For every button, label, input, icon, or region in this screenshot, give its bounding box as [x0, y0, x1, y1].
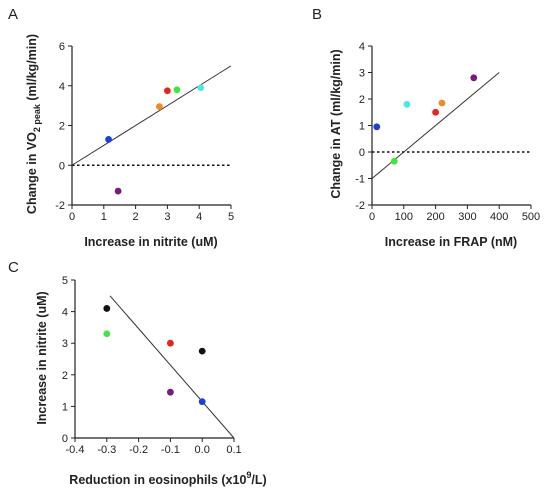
plot-area-c: -0.4 -0.3 -0.2 -0.1 0.0 0.1 0 1 2 3 4 5 — [62, 275, 242, 456]
data-point-b — [470, 74, 478, 82]
x-tick-label-a: 2 — [133, 211, 139, 223]
y-tick-label-a: 0 — [59, 160, 65, 172]
x-tick-label-a: 5 — [228, 211, 234, 223]
data-point-a — [164, 87, 171, 95]
x-tick-label-a: 1 — [101, 211, 107, 223]
panel-b: B 0 100 200 300 400 500 -2 -1 0 1 2 3 4 Increase in … — [312, 6, 540, 249]
regression-line-b — [371, 72, 500, 179]
x-tick-label-c: -0.3 — [97, 444, 116, 456]
y-tick-label-c: 1 — [62, 401, 68, 413]
x-tick-label-a: 0 — [69, 211, 75, 223]
regression-line-a — [71, 65, 232, 166]
x-tick-label-c: -0.4 — [66, 444, 85, 456]
panel-label-a: A — [8, 6, 18, 23]
y-tick-label-a: 2 — [59, 121, 65, 133]
data-point-c — [167, 388, 174, 396]
x-tick-label-b: 500 — [522, 211, 540, 223]
x-tick-label-b: 100 — [395, 211, 413, 223]
data-point-c — [198, 398, 206, 406]
panel-c: C -0.4 -0.3 -0.2 -0.1 0.0 0.1 0 1 2 3 4 5 Reduction… — [8, 259, 267, 487]
data-point-b — [432, 108, 439, 116]
y-tick-label-c: 5 — [62, 275, 68, 287]
x-tick-label-b: 0 — [369, 211, 375, 223]
x-tick-label-b: 400 — [490, 211, 508, 223]
y-tick-label-b: 0 — [359, 147, 365, 159]
data-point-c — [103, 330, 111, 338]
y-tick-label-b: 4 — [359, 41, 365, 53]
data-point-b — [373, 123, 381, 131]
x-axis-title-a: Increase in nitrite (uM) — [84, 235, 217, 249]
data-point-c — [198, 347, 206, 355]
data-point-c — [103, 305, 111, 312]
y-tick-label-b: -1 — [355, 174, 365, 186]
data-point-a — [197, 84, 205, 92]
x-axis-title-c: Reduction in eosinophils (x109/L) — [69, 470, 266, 487]
data-point-a — [156, 103, 163, 111]
y-tick-label-b: 2 — [359, 94, 365, 106]
x-tick-label-c: -0.2 — [129, 444, 148, 456]
data-point-a — [105, 136, 112, 143]
data-point-c — [167, 339, 174, 347]
data-point-b — [403, 100, 411, 108]
x-axis-title-b: Increase in FRAP (nM) — [385, 235, 517, 249]
x-tick-label-c: 0.0 — [195, 444, 210, 456]
y-tick-label-b: 3 — [359, 68, 365, 80]
y-tick-label-c: 4 — [62, 307, 68, 319]
y-axis-title-b: Change in AT (ml/kg/min) — [329, 49, 343, 198]
y-tick-label-c: 0 — [62, 433, 68, 445]
x-tick-label-b: 200 — [426, 211, 444, 223]
y-axis-title-c: Increase in nitrite (uM) — [35, 291, 49, 424]
panel-label-b: B — [312, 6, 322, 23]
regression-line-c — [109, 295, 235, 439]
data-point-a — [114, 187, 122, 195]
data-point-b — [438, 99, 446, 107]
y-tick-label-c: 2 — [62, 370, 68, 382]
panel-label-c: C — [8, 259, 19, 276]
x-tick-label-a: 4 — [196, 211, 202, 223]
data-point-a — [173, 86, 181, 94]
y-tick-label-b: 1 — [359, 121, 365, 133]
data-point-b — [390, 157, 398, 165]
y-tick-label-a: 4 — [59, 81, 65, 93]
plot-area-b: 0 100 200 300 400 500 -2 -1 0 1 2 3 4 — [355, 41, 540, 223]
x-tick-label-a: 3 — [164, 211, 170, 223]
x-tick-label-c: 0.1 — [226, 444, 241, 456]
x-tick-label-c: -0.1 — [161, 444, 180, 456]
x-tick-label-b: 300 — [458, 211, 476, 223]
plot-area-a: 0 1 2 3 4 5 -2 0 2 4 6 — [55, 41, 234, 223]
y-tick-label-b: -2 — [355, 200, 365, 212]
y-tick-label-a: -2 — [55, 200, 65, 212]
y-tick-label-c: 3 — [62, 338, 68, 350]
y-axis-title-a: Change in VO2 peak (ml/kg/min) — [25, 34, 42, 214]
y-tick-label-a: 6 — [59, 41, 65, 53]
